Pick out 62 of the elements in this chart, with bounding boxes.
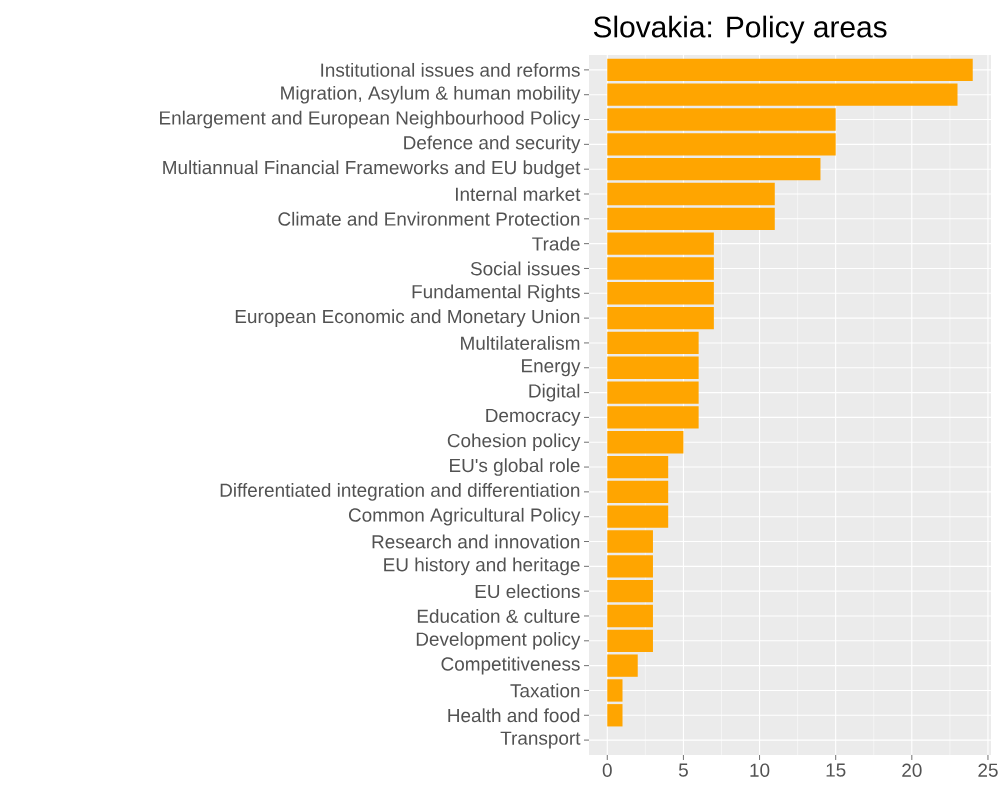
bar bbox=[607, 232, 714, 255]
y-tick-label: Social issues bbox=[470, 261, 580, 276]
y-tick-label: Internal market bbox=[455, 187, 581, 201]
bar bbox=[607, 505, 669, 528]
bar bbox=[607, 704, 623, 727]
bar bbox=[607, 282, 714, 305]
bar bbox=[607, 58, 973, 82]
y-tick-label: Health and food bbox=[448, 708, 580, 723]
y-tick-label: Development policy bbox=[416, 631, 581, 650]
y-tick-label: European Economic and Monetary Union bbox=[235, 309, 580, 327]
bar bbox=[607, 629, 653, 652]
y-tick-label: Enlargement and European Neighbourhood Policy bbox=[160, 110, 581, 129]
bar bbox=[607, 182, 775, 206]
bar bbox=[607, 679, 623, 702]
y-tick-label: Energy bbox=[522, 359, 581, 377]
bar bbox=[607, 654, 638, 677]
x-tick-label: 15 bbox=[826, 763, 846, 777]
bar bbox=[607, 381, 699, 404]
y-tick-label: Migration, Asylum & human mobility bbox=[281, 85, 581, 104]
bar bbox=[607, 406, 699, 429]
x-tick-label: 10 bbox=[750, 763, 770, 777]
bar bbox=[607, 431, 684, 454]
y-tick-label: Digital bbox=[529, 383, 580, 402]
y-tick-label: Education & culture bbox=[417, 609, 580, 623]
bar bbox=[607, 257, 714, 280]
y-tick-label: Common Agricultural Policy bbox=[348, 507, 581, 526]
bar bbox=[607, 579, 653, 603]
y-tick-label: EU's global role bbox=[450, 458, 580, 476]
bar bbox=[607, 455, 669, 479]
y-tick-label: Research and innovation bbox=[372, 534, 580, 549]
y-tick-label: Defence and security bbox=[404, 135, 581, 154]
y-tick-label: Taxation bbox=[510, 683, 580, 698]
bar bbox=[607, 306, 714, 330]
y-tick-label: EU history and heritage bbox=[384, 557, 580, 576]
bar bbox=[607, 108, 836, 131]
y-tick-label: Institutional issues and reforms bbox=[321, 62, 580, 77]
bar bbox=[607, 133, 836, 156]
x-tick-label: 0 bbox=[602, 763, 612, 777]
bar bbox=[607, 158, 821, 181]
bar bbox=[607, 331, 699, 355]
x-tick-label: 5 bbox=[678, 763, 688, 777]
y-tick-label: EU elections bbox=[475, 584, 580, 599]
bar bbox=[607, 604, 653, 628]
bar bbox=[607, 530, 653, 553]
y-tick-label: Climate and Environment Protection bbox=[278, 211, 580, 226]
bar bbox=[607, 356, 699, 379]
y-tick-label: Trade bbox=[532, 236, 580, 251]
y-tick-label: Fundamental Rights bbox=[412, 284, 580, 303]
y-tick-label: Transport bbox=[500, 731, 581, 749]
bar bbox=[607, 555, 653, 578]
y-tick-label: Differentiated integration and differentiation bbox=[220, 483, 580, 501]
y-tick-label: Democracy bbox=[486, 408, 581, 426]
bar bbox=[607, 480, 669, 504]
y-tick-label: Multiannual Financial Frameworks and EU budget bbox=[163, 160, 581, 178]
chart-title: Slovakia: Policy areas bbox=[593, 15, 887, 44]
y-tick-label: Competitiveness bbox=[441, 656, 580, 675]
x-tick-label: 20 bbox=[902, 763, 922, 777]
x-tick-label: 25 bbox=[978, 763, 998, 777]
y-tick-label: Multilateralism bbox=[461, 335, 580, 350]
bar bbox=[607, 207, 775, 230]
y-tick-label: Cohesion policy bbox=[447, 433, 581, 452]
bar bbox=[607, 83, 958, 106]
